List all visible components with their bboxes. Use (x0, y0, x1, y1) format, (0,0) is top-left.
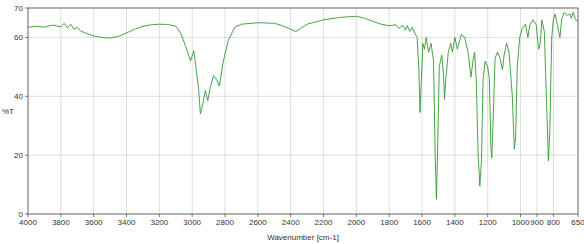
x-tick (323, 214, 324, 217)
x-tick (536, 214, 537, 217)
x-grid-line (93, 8, 94, 214)
x-tick-label: 900 (530, 218, 544, 227)
x-tick (487, 214, 488, 217)
x-tick (553, 214, 554, 217)
x-grid-line (422, 8, 423, 214)
x-tick-label: 3400 (118, 218, 136, 227)
x-tick-label: 1200 (479, 218, 497, 227)
x-grid-line (60, 8, 61, 214)
x-tick (520, 214, 521, 217)
x-grid-line (356, 8, 357, 214)
x-grid-line (126, 8, 127, 214)
y-tick (25, 8, 28, 9)
y-tick-label: 0 (19, 210, 24, 219)
y-axis-label: %T (2, 107, 14, 116)
x-grid-line (257, 8, 258, 214)
x-tick (60, 214, 61, 217)
y-tick-label: 40 (14, 92, 23, 101)
x-tick (454, 214, 455, 217)
axes: 4000 3800 3600 3400 3200 3000 2800 2600 2400 2200… (14, 4, 584, 227)
x-tick (192, 214, 193, 217)
x-tick-label: 2000 (347, 218, 365, 227)
spectrum-line (28, 12, 578, 199)
x-tick (126, 214, 127, 217)
x-tick (225, 214, 226, 217)
x-axis-label: Wavenumber [cm-1] (267, 233, 339, 242)
chart: 4000 3800 3600 3400 3200 3000 2800 2600 2400 2200… (0, 0, 584, 244)
y-tick-label: 70 (14, 4, 23, 13)
x-tick (422, 214, 423, 217)
x-tick-label: 2600 (249, 218, 267, 227)
x-tick-label: 3000 (183, 218, 201, 227)
x-tick-label: 4000 (19, 218, 37, 227)
x-tick-label: 3200 (150, 218, 168, 227)
x-tick (159, 214, 160, 217)
x-tick-label: 2200 (315, 218, 333, 227)
x-tick (93, 214, 94, 217)
y-tick-label: 60 (14, 33, 23, 42)
y-tick (25, 214, 28, 215)
y-tick-label: 20 (14, 151, 23, 160)
x-grid-line (487, 8, 488, 214)
plot-area (28, 12, 578, 199)
x-grid-line (192, 8, 193, 214)
x-tick-label: 3600 (85, 218, 103, 227)
x-tick-label: 1800 (380, 218, 398, 227)
y-tick (25, 155, 28, 156)
x-tick-label: 1600 (413, 218, 431, 227)
x-tick (257, 214, 258, 217)
x-grid-line (323, 8, 324, 214)
grid (28, 8, 578, 214)
x-tick (290, 214, 291, 217)
x-tick (356, 214, 357, 217)
x-grid-line (159, 8, 160, 214)
y-tick (25, 37, 28, 38)
x-tick-label: 1400 (446, 218, 464, 227)
x-grid-line (389, 8, 390, 214)
x-grid-line (290, 8, 291, 214)
x-tick-label: 2400 (282, 218, 300, 227)
x-tick-label: 650 (571, 218, 584, 227)
y-grid-line (28, 155, 578, 156)
y-grid-line (28, 96, 578, 97)
y-tick (25, 96, 28, 97)
x-tick-label: 1000 (512, 218, 530, 227)
x-grid-line (520, 8, 521, 214)
x-tick (578, 214, 579, 217)
x-tick (28, 214, 29, 217)
x-grid-line (225, 8, 226, 214)
x-tick-label: 800 (547, 218, 561, 227)
x-tick (389, 214, 390, 217)
x-tick-label: 3800 (52, 218, 70, 227)
x-tick-label: 2800 (216, 218, 234, 227)
plot-frame (28, 8, 578, 214)
x-grid-line (553, 8, 554, 214)
